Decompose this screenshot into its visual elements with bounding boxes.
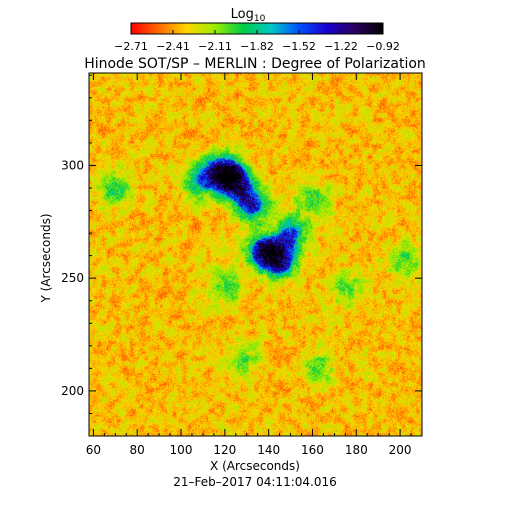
- colorbar: Log10 −2.71 −2.41 −2.11 −1.82 −1.52 −1.22 −0.9…: [114, 7, 400, 53]
- x-tick-label: 80: [130, 443, 145, 457]
- y-axis-tick-labels: 200 250 300: [61, 158, 84, 397]
- x-tick-label: 200: [389, 443, 412, 457]
- colorbar-title: Log10: [231, 7, 266, 24]
- y-tick-label: 300: [61, 158, 84, 172]
- x-tick-label: 160: [301, 443, 324, 457]
- colorbar-tick-label: −0.92: [366, 40, 400, 53]
- y-axis-ticks: [89, 74, 422, 414]
- colorbar-ticks: [130, 30, 384, 34]
- colorbar-tick-label: −2.41: [156, 40, 190, 53]
- chart-title: Hinode SOT/SP – MERLIN : Degree of Polar…: [84, 56, 426, 72]
- x-axis-ticks: [92, 73, 423, 436]
- plot-frame: [88, 72, 423, 437]
- colorbar-tick-label: −1.52: [282, 40, 316, 53]
- colorbar-tick-label: −2.11: [198, 40, 232, 53]
- plot-area: 60 80 100 120 140 160 180 200 200 250 300: [61, 72, 423, 457]
- x-tick-label: 180: [345, 443, 368, 457]
- x-tick-label: 100: [170, 443, 193, 457]
- y-tick-label: 200: [61, 384, 84, 398]
- x-tick-label: 60: [86, 443, 101, 457]
- colorbar-tick-label: −2.71: [114, 40, 148, 53]
- x-axis-tick-labels: 60 80 100 120 140 160 180 200: [86, 443, 412, 457]
- x-tick-label: 120: [213, 443, 236, 457]
- heatmap-image: [89, 73, 422, 436]
- colorbar-tick-label: −1.22: [324, 40, 358, 53]
- y-axis-label: Y (Arcseconds): [39, 213, 53, 303]
- colorbar-tick-label: −1.82: [240, 40, 274, 53]
- x-tick-label: 140: [257, 443, 280, 457]
- colorbar-tick-labels: −2.71 −2.41 −2.11 −1.82 −1.52 −1.22 −0.92: [114, 40, 400, 53]
- x-axis-label: X (Arcseconds): [210, 459, 300, 473]
- date-label: 21–Feb–2017 04:11:04.016: [173, 475, 336, 489]
- y-tick-label: 250: [61, 271, 84, 285]
